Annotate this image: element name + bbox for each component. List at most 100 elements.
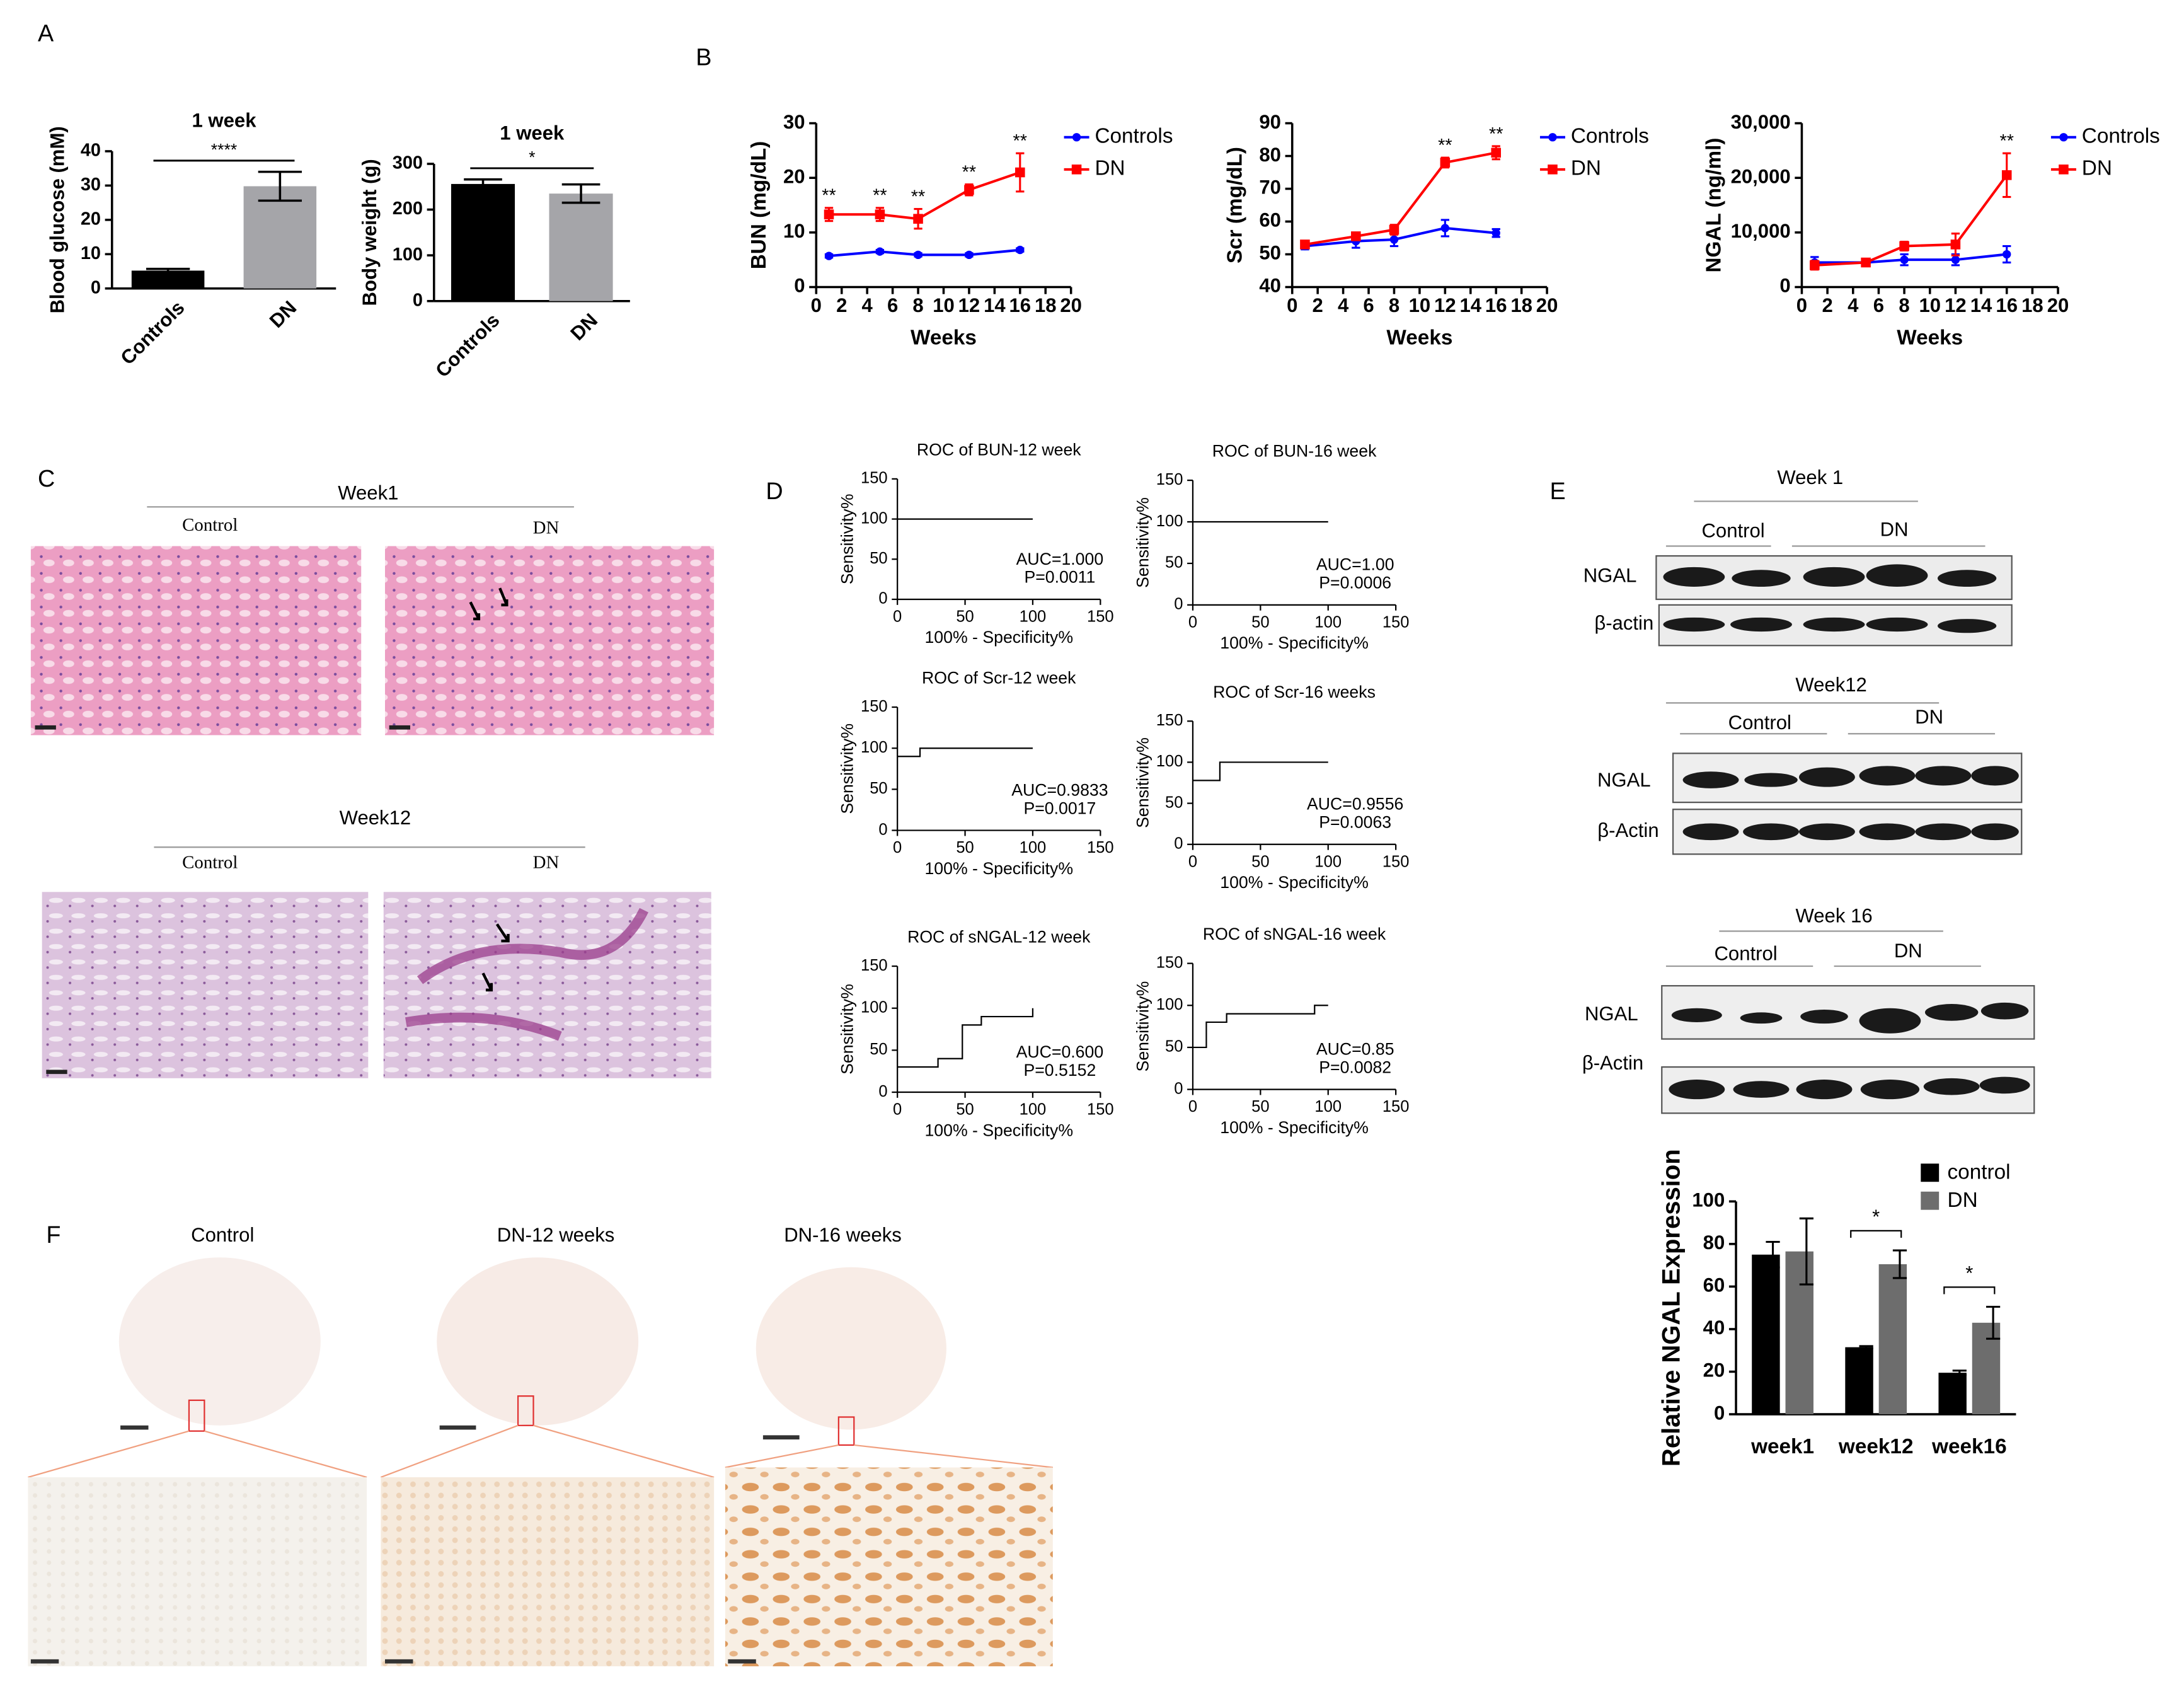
kidney-image <box>756 1267 946 1430</box>
bar <box>1938 1373 1967 1415</box>
legend-label: Controls <box>1571 125 1649 148</box>
histology-image <box>42 892 369 1078</box>
histology-panel: Week1 Control DN Week12 Control DN <box>30 482 715 1078</box>
marker <box>1491 147 1501 158</box>
panel-label: D <box>766 478 783 505</box>
x-tick-label: 16 <box>1485 294 1507 316</box>
blot-title: Week 16 <box>1795 905 1872 927</box>
x-tick-label: 50 <box>1251 853 1269 870</box>
x-tick-label: 14 <box>1970 294 1992 316</box>
chart-title: 1 week <box>192 110 256 132</box>
x-tick-label: 4 <box>862 294 873 316</box>
marker <box>964 185 974 195</box>
significance-label: ** <box>962 162 976 182</box>
bands <box>1663 564 1997 633</box>
column-label: Control <box>191 1224 254 1246</box>
zoom-box <box>188 1399 205 1432</box>
legend-marker <box>1071 164 1082 175</box>
scale-bar <box>389 725 410 730</box>
significance-label: ** <box>873 186 887 206</box>
legend-marker <box>1548 133 1557 142</box>
marker <box>1950 239 1961 250</box>
y-tick-label: 0 <box>1174 596 1183 613</box>
annotation: AUC=0.9833 <box>1011 780 1108 799</box>
marker <box>1440 224 1450 233</box>
significance-label: ** <box>911 187 925 207</box>
row-label: NGAL <box>1583 565 1637 587</box>
arrow <box>481 923 510 992</box>
annotation: P=0.0063 <box>1319 812 1391 831</box>
marker <box>1015 167 1025 178</box>
y-tick-label: 100 <box>1692 1189 1725 1211</box>
significance-label: **** <box>211 140 238 159</box>
x-tick-label: 10 <box>1919 294 1941 316</box>
histology-image <box>384 546 715 735</box>
marker <box>1440 158 1451 168</box>
x-axis-label: Weeks <box>1897 326 1963 350</box>
bands <box>1669 1002 2030 1100</box>
row-label: β-Actin <box>1582 1052 1643 1074</box>
zoom-box <box>837 1416 855 1446</box>
chart-title: ROC of BUN-12 week <box>917 441 1081 459</box>
y-tick-label: 90 <box>1259 111 1281 133</box>
arrow <box>469 587 509 621</box>
x-tick-label: 0 <box>893 608 902 626</box>
legend-marker <box>2059 164 2069 175</box>
x-tick-label: 12 <box>958 294 980 316</box>
x-tick-label: week16 <box>1931 1435 2007 1458</box>
bar <box>1972 1322 2001 1415</box>
x-tick-label: 100 <box>1314 853 1342 870</box>
histology-image <box>30 546 362 735</box>
x-tick-label: 10 <box>1409 294 1431 316</box>
y-tick-label: 150 <box>1156 471 1183 488</box>
y-tick-label: 10 <box>783 220 805 242</box>
y-tick-label: 150 <box>1156 954 1183 971</box>
y-tick-label: 0 <box>794 275 805 297</box>
legend-label: DN <box>1571 157 1601 180</box>
x-tick-label: 150 <box>1382 613 1410 631</box>
legend-swatch <box>1921 1163 1940 1182</box>
significance-label: * <box>1965 1262 1973 1284</box>
legend-marker <box>1072 133 1081 142</box>
group-label: Control <box>182 853 238 873</box>
y-tick-label: 40 <box>1703 1317 1725 1339</box>
annotation: P=0.0082 <box>1319 1058 1391 1076</box>
y-axis-label: Relative NGAL Expression <box>1658 1149 1686 1467</box>
x-tick-label: 2 <box>836 294 847 316</box>
row-label: NGAL <box>1597 769 1651 791</box>
x-tick-label: 150 <box>1087 608 1114 626</box>
kidney-image <box>118 1257 321 1426</box>
x-tick-label: 0 <box>893 839 902 856</box>
x-axis-label: Weeks <box>911 326 977 350</box>
group-label: DN <box>1915 706 1943 728</box>
x-tick-label: 0 <box>1287 294 1297 316</box>
significance-label: ** <box>1013 131 1027 151</box>
marker <box>1810 260 1820 270</box>
x-tick-label: 8 <box>1389 294 1399 316</box>
y-tick-label: 0 <box>878 1083 887 1100</box>
x-tick-label: 18 <box>1035 294 1057 316</box>
marker <box>1016 245 1025 255</box>
chart-title: ROC of Scr-16 weeks <box>1213 683 1376 701</box>
legend-label: DN <box>1095 157 1125 180</box>
panel-label: C <box>38 466 55 492</box>
marker <box>1300 239 1310 250</box>
panel-label: A <box>38 21 54 47</box>
y-axis-label: Sensitivity% <box>837 723 856 814</box>
legend-marker <box>2059 133 2068 142</box>
marker <box>1951 255 1960 264</box>
y-tick-label: 100 <box>393 245 423 265</box>
x-tick-label: 100 <box>1020 608 1047 626</box>
legend-label: Controls <box>2082 125 2160 148</box>
bar <box>549 193 613 301</box>
annotation: P=0.0006 <box>1319 574 1391 592</box>
legend-label: DN <box>2082 157 2112 180</box>
y-tick-label: 0 <box>413 290 423 310</box>
bar <box>1845 1347 1873 1415</box>
bar <box>1785 1251 1813 1415</box>
lesion <box>405 908 648 1041</box>
legend-marker <box>1548 164 1558 175</box>
y-tick-label: 50 <box>870 1040 887 1058</box>
annotation: AUC=1.000 <box>1016 550 1104 568</box>
x-tick-label: 0 <box>1796 294 1807 316</box>
